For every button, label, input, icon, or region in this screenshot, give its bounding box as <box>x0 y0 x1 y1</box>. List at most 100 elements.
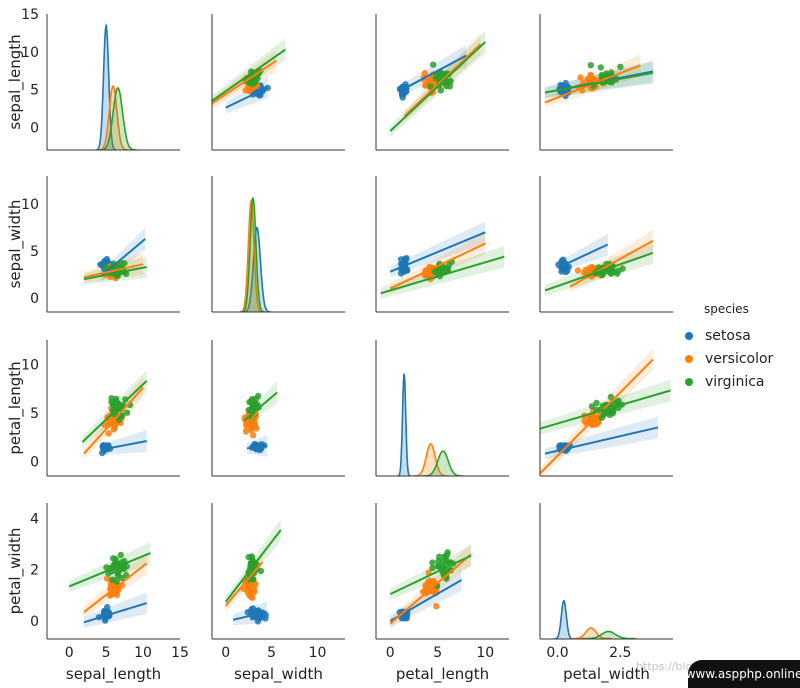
point-versicolor <box>105 430 112 437</box>
panel-sepal_width-vs-petal_width <box>539 176 673 313</box>
point-versicolor <box>421 69 429 77</box>
point-virginica <box>248 553 255 560</box>
point-virginica <box>430 61 437 68</box>
point-virginica <box>435 269 442 276</box>
kde-curve-virginica <box>98 86 137 150</box>
point-virginica <box>114 272 122 279</box>
x-tick-label: 5 <box>102 645 111 661</box>
regression-line-versicolor <box>540 358 654 475</box>
point-virginica <box>446 83 454 90</box>
kde-curve-versicolor <box>97 84 129 150</box>
panel-plot-area <box>380 221 505 299</box>
point-virginica <box>434 563 442 570</box>
regression-line-versicolor <box>83 386 144 455</box>
y-axis-label: petal_width <box>6 528 25 615</box>
regression-line-versicolor <box>389 553 472 625</box>
regression-line-versicolor <box>569 239 654 288</box>
point-versicolor <box>248 591 255 599</box>
regression-line-virginica <box>540 389 671 430</box>
legend-label: virginica <box>705 373 765 390</box>
regression-line-virginica <box>389 554 472 595</box>
regression-line-versicolor <box>83 562 148 613</box>
point-versicolor <box>574 267 582 274</box>
regression-line-versicolor <box>212 60 277 104</box>
kde-curve-versicolor <box>570 627 611 639</box>
point-virginica <box>432 74 439 82</box>
kde-curve-setosa <box>397 373 411 476</box>
regression-line-virginica <box>68 552 151 588</box>
point-virginica <box>109 576 116 583</box>
y-tick-label: 0 <box>30 614 39 630</box>
legend-item-virginica: virginica <box>680 370 795 393</box>
regression-line-virginica <box>224 529 282 603</box>
regression-line-versicolor <box>224 561 264 607</box>
regression-line-setosa <box>246 444 268 450</box>
point-virginica <box>255 392 262 400</box>
panel-plot-area <box>241 381 278 457</box>
y-tick-label: 10 <box>21 357 39 373</box>
point-virginica <box>614 270 621 277</box>
point-setosa <box>402 266 409 273</box>
point-virginica <box>250 576 257 583</box>
x-tick-label: 0 <box>65 645 74 661</box>
panel-plot-area <box>224 519 282 626</box>
regression-line-versicolor <box>389 242 486 290</box>
point-virginica <box>123 571 130 579</box>
kde-curve-setosa <box>95 22 117 150</box>
x-tick-label: 10 <box>476 645 494 661</box>
point-virginica <box>609 410 616 417</box>
point-virginica <box>121 260 128 267</box>
point-virginica <box>114 573 122 580</box>
point-virginica <box>247 406 254 413</box>
point-virginica <box>117 566 125 573</box>
y-axis-label: sepal_width <box>6 200 25 289</box>
point-virginica <box>435 557 442 565</box>
legend: species setosa versicolor virginica <box>680 302 795 393</box>
x-tick-label: 5 <box>267 645 276 661</box>
point-setosa <box>401 255 409 262</box>
point-setosa <box>558 268 565 275</box>
kde-curve-versicolor <box>239 198 263 312</box>
point-virginica <box>447 567 454 574</box>
panel-plot-area <box>540 348 671 476</box>
x-tick-label: 0 <box>221 645 230 661</box>
kde-fill-virginica <box>241 198 265 312</box>
kde-curve-versicolor <box>412 443 449 476</box>
point-virginica <box>606 268 613 275</box>
panel-plot-area <box>83 227 147 285</box>
panel-petal_width-vs-sepal_width: 0 5 10 sepal_width <box>211 503 345 684</box>
panel-plot-area <box>544 54 654 108</box>
y-tick-label: 5 <box>30 244 39 260</box>
y-tick-label: 5 <box>30 83 39 99</box>
point-virginica <box>437 87 445 94</box>
point-versicolor <box>103 575 111 582</box>
x-tick-label: 0 <box>386 645 395 661</box>
point-setosa <box>101 257 109 265</box>
panel-sepal_length-vs-sepal_length: 0 5 10 15 sepal_length <box>6 7 180 151</box>
y-tick-label: 15 <box>21 7 39 23</box>
regression-line-virginica <box>380 255 505 295</box>
point-virginica <box>113 397 120 405</box>
panel-plot-area <box>81 369 148 460</box>
point-setosa <box>557 443 564 451</box>
kde-fill-versicolor <box>570 627 611 639</box>
regression-line-setosa <box>232 611 268 621</box>
point-virginica <box>588 403 596 410</box>
panel-petal_length-vs-petal_length <box>375 340 509 477</box>
point-virginica <box>116 416 123 423</box>
regression-line-setosa <box>83 602 148 624</box>
y-tick-label: 10 <box>21 197 39 213</box>
point-virginica <box>599 271 606 279</box>
point-versicolor <box>250 432 257 439</box>
kde-curve-virginica <box>241 196 265 312</box>
point-virginica <box>110 555 117 562</box>
y-axis-label: sepal_length <box>6 34 25 129</box>
kde-curve-virginica <box>422 450 464 476</box>
regression-line-setosa <box>389 231 486 273</box>
kde-curve-virginica <box>581 630 636 639</box>
panel-petal_width-vs-petal_width: 0.0 2.5 petal_width <box>539 503 673 684</box>
kde-curve-setosa <box>553 599 574 639</box>
